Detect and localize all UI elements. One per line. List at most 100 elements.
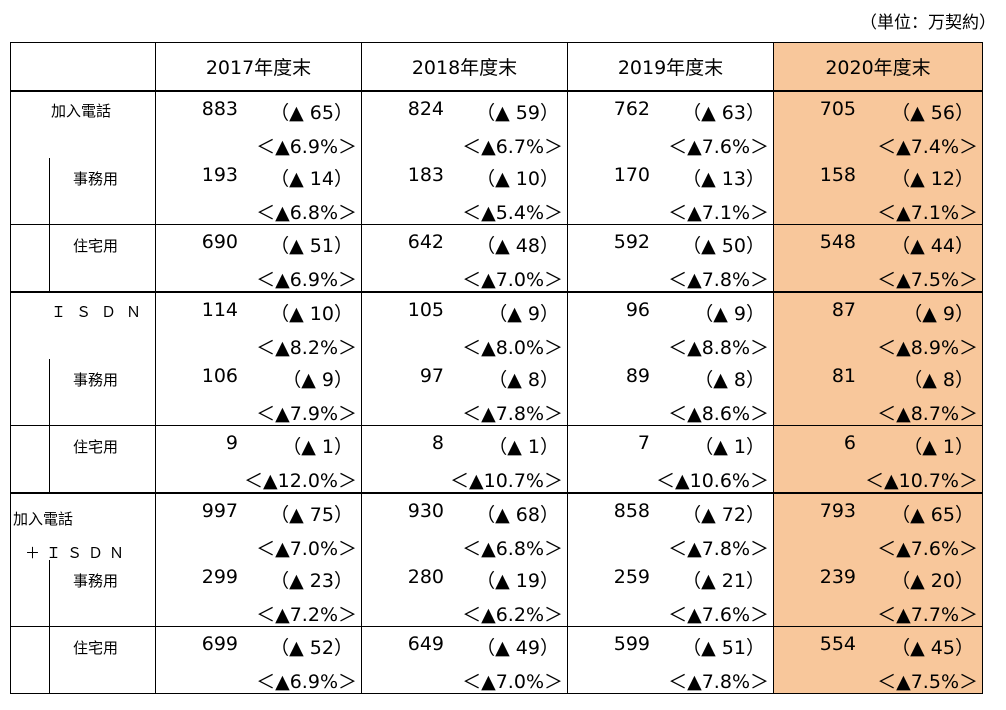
- value-cell: 89 （▲ 8） ＜▲8.6%＞: [567, 359, 774, 426]
- value-cell: 280 （▲ 19） ＜▲6.2%＞: [361, 560, 568, 627]
- contract-count: 8: [431, 432, 444, 454]
- value-cell: 105 （▲ 9） ＜▲8.0%＞: [361, 292, 568, 359]
- header-year: 2017年度末: [155, 42, 362, 92]
- value-cell: 96 （▲ 9） ＜▲8.8%＞: [567, 292, 774, 359]
- contract-count: 7: [637, 432, 650, 454]
- contract-count: 705: [819, 98, 856, 120]
- change-value: （▲ 51）: [270, 235, 353, 257]
- row-label: 事務用: [73, 371, 119, 389]
- contract-count: 554: [819, 633, 856, 655]
- change-value: （▲ 44）: [891, 235, 974, 257]
- change-percent: ＜▲7.8%＞: [668, 671, 769, 693]
- change-value: （▲ 10）: [270, 303, 353, 325]
- contract-count: 239: [819, 566, 856, 588]
- contracts-table: 2017年度末 2018年度末 2019年度末 2020年度末 加入電話 883 （…: [10, 42, 983, 694]
- change-percent: ＜▲7.6%＞: [668, 136, 769, 158]
- change-value: （▲ 50）: [682, 235, 765, 257]
- change-value: （▲ 56）: [891, 102, 974, 124]
- change-percent: ＜▲7.0%＞: [256, 538, 357, 560]
- change-value: （▲ 19）: [476, 570, 559, 592]
- change-value: （▲ 68）: [476, 504, 559, 526]
- change-percent: ＜▲7.6%＞: [877, 538, 978, 560]
- change-value: （▲ 20）: [891, 570, 974, 592]
- row-label: 加入電話: [51, 102, 112, 120]
- change-percent: ＜▲8.8%＞: [668, 337, 769, 359]
- change-percent: ＜▲7.6%＞: [668, 604, 769, 626]
- change-percent: ＜▲8.9%＞: [877, 337, 978, 359]
- change-value: （▲ 8）: [903, 369, 974, 391]
- table-row: 加入電話 883 （▲ 65） ＜▲6.9%＞ 824 （▲ 59） ＜▲6.7%＞ 762 （…: [10, 91, 983, 158]
- value-cell: 690 （▲ 51） ＜▲6.9%＞: [155, 224, 362, 293]
- row-label-cell: 事務用: [10, 158, 156, 225]
- change-value: （▲ 49）: [476, 637, 559, 659]
- change-value: （▲ 9）: [282, 369, 353, 391]
- change-value: （▲ 12）: [891, 168, 974, 190]
- change-value: （▲ 75）: [270, 504, 353, 526]
- value-cell: 883 （▲ 65） ＜▲6.9%＞: [155, 91, 362, 158]
- contract-count: 96: [625, 299, 650, 321]
- contract-count: 259: [613, 566, 650, 588]
- row-label-cell: 加入電話 ＋ＩＳＤＮ: [10, 493, 156, 562]
- value-cell: 158 （▲ 12） ＜▲7.1%＞: [773, 158, 983, 225]
- change-percent: ＜▲7.5%＞: [877, 269, 978, 291]
- change-percent: ＜▲6.9%＞: [256, 136, 357, 158]
- header-year-highlight: 2020年度末: [773, 42, 983, 92]
- change-value: （▲ 65）: [270, 102, 353, 124]
- change-percent: ＜▲6.8%＞: [462, 538, 563, 560]
- value-cell: 81 （▲ 8） ＜▲8.7%＞: [773, 359, 983, 426]
- table-row: 事務用 106 （▲ 9） ＜▲7.9%＞ 97 （▲ 8） ＜▲7.8%＞ 89 （▲ 8） ＜…: [10, 359, 983, 426]
- contract-count: 883: [201, 98, 238, 120]
- contract-count: 793: [819, 500, 856, 522]
- value-cell: 239 （▲ 20） ＜▲7.7%＞: [773, 560, 983, 627]
- value-cell: 824 （▲ 59） ＜▲6.7%＞: [361, 91, 568, 158]
- change-percent: ＜▲12.0%＞: [244, 470, 357, 492]
- contract-count: 106: [201, 365, 238, 387]
- contract-count: 9: [225, 432, 238, 454]
- change-percent: ＜▲7.8%＞: [668, 538, 769, 560]
- change-value: （▲ 8）: [488, 369, 559, 391]
- value-cell: 9 （▲ 1） ＜▲12.0%＞: [155, 425, 362, 494]
- table-row: 住宅用 699 （▲ 52） ＜▲6.9%＞ 649 （▲ 49） ＜▲7.0%＞ 599 （▲…: [10, 626, 983, 694]
- change-value: （▲ 51）: [682, 637, 765, 659]
- change-percent: ＜▲7.1%＞: [877, 202, 978, 224]
- value-cell: 7 （▲ 1） ＜▲10.6%＞: [567, 425, 774, 494]
- contract-count: 193: [201, 164, 238, 186]
- change-value: （▲ 8）: [694, 369, 765, 391]
- header-row: 2017年度末 2018年度末 2019年度末 2020年度末: [10, 42, 983, 92]
- row-label: 住宅用: [73, 639, 119, 657]
- change-value: （▲ 1）: [903, 436, 974, 458]
- value-cell: 858 （▲ 72） ＜▲7.8%＞: [567, 493, 774, 560]
- row-label: ＩＳＤＮ: [51, 303, 152, 321]
- value-cell: 6 （▲ 1） ＜▲10.7%＞: [773, 425, 983, 494]
- value-cell: 548 （▲ 44） ＜▲7.5%＞: [773, 224, 983, 293]
- contract-count: 824: [407, 98, 444, 120]
- value-cell: 997 （▲ 75） ＜▲7.0%＞: [155, 493, 362, 560]
- change-percent: ＜▲8.0%＞: [462, 337, 563, 359]
- table-row: 住宅用 690 （▲ 51） ＜▲6.9%＞ 642 （▲ 48） ＜▲7.0%＞ 592 （▲…: [10, 224, 983, 293]
- contract-count: 997: [201, 500, 238, 522]
- value-cell: 592 （▲ 50） ＜▲7.8%＞: [567, 224, 774, 293]
- row-label-cell: 事務用: [10, 560, 156, 627]
- change-percent: ＜▲10.7%＞: [865, 470, 978, 492]
- change-percent: ＜▲7.8%＞: [462, 403, 563, 425]
- value-cell: 554 （▲ 45） ＜▲7.5%＞: [773, 626, 983, 694]
- contract-count: 81: [831, 365, 856, 387]
- contract-count: 699: [201, 633, 238, 655]
- value-cell: 699 （▲ 52） ＜▲6.9%＞: [155, 626, 362, 694]
- value-cell: 193 （▲ 14） ＜▲6.8%＞: [155, 158, 362, 225]
- value-cell: 705 （▲ 56） ＜▲7.4%＞: [773, 91, 983, 158]
- value-cell: 642 （▲ 48） ＜▲7.0%＞: [361, 224, 568, 293]
- contract-count: 158: [819, 164, 856, 186]
- contract-count: 299: [201, 566, 238, 588]
- change-value: （▲ 10）: [476, 168, 559, 190]
- contract-count: 592: [613, 231, 650, 253]
- change-percent: ＜▲7.8%＞: [668, 269, 769, 291]
- change-value: （▲ 65）: [891, 504, 974, 526]
- change-percent: ＜▲8.7%＞: [877, 403, 978, 425]
- table-row: 事務用 193 （▲ 14） ＜▲6.8%＞ 183 （▲ 10） ＜▲5.4%＞ 170 （▲…: [10, 158, 983, 225]
- indent-rule: [49, 359, 50, 425]
- row-label-line2: ＋ＩＳＤＮ: [25, 544, 131, 562]
- contract-count: 690: [201, 231, 238, 253]
- row-label-cell: ＩＳＤＮ: [10, 292, 156, 359]
- contract-count: 89: [625, 365, 650, 387]
